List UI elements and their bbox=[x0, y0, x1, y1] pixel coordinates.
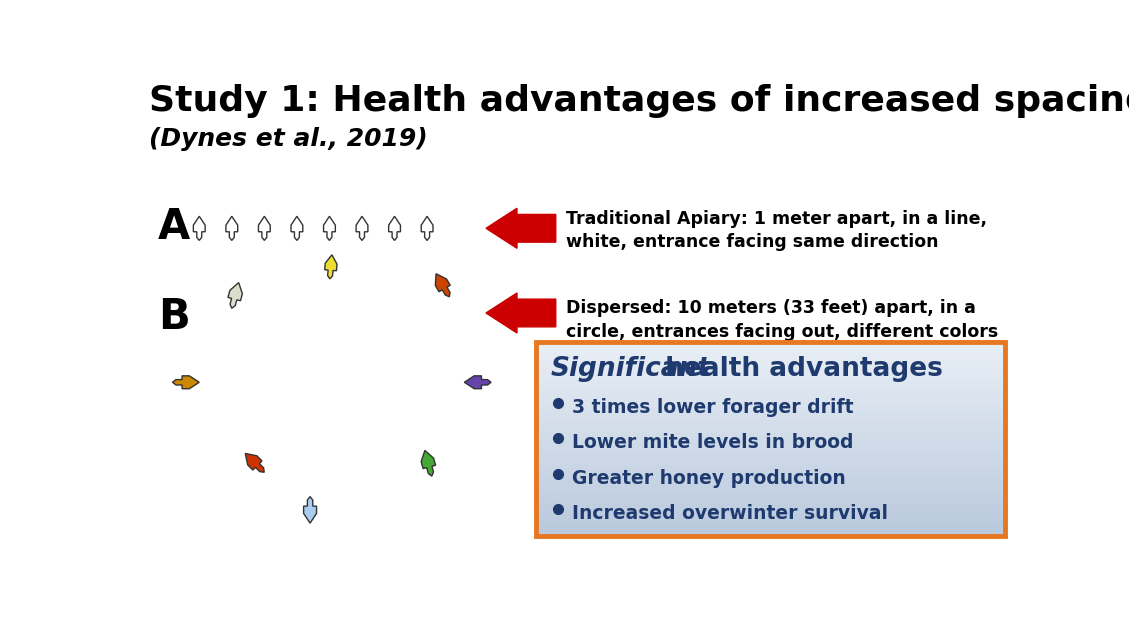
Text: Significant: Significant bbox=[550, 356, 710, 382]
Bar bbox=[536, 433, 1005, 436]
Bar bbox=[536, 384, 1005, 388]
Text: Dispersed: 10 meters (33 feet) apart, in a
circle, entrances facing out, differe: Dispersed: 10 meters (33 feet) apart, in… bbox=[566, 299, 998, 340]
Bar bbox=[536, 410, 1005, 413]
Polygon shape bbox=[245, 454, 264, 472]
Bar bbox=[536, 443, 1005, 446]
Text: Greater honey production: Greater honey production bbox=[572, 469, 846, 488]
Bar bbox=[536, 420, 1005, 423]
Text: 3 times lower forager drift: 3 times lower forager drift bbox=[572, 397, 854, 417]
Bar bbox=[536, 494, 1005, 498]
Text: B: B bbox=[158, 296, 190, 338]
Bar bbox=[536, 511, 1005, 514]
Bar bbox=[536, 446, 1005, 449]
Polygon shape bbox=[356, 216, 368, 240]
Bar bbox=[536, 449, 1005, 452]
Bar bbox=[536, 413, 1005, 417]
Bar bbox=[536, 514, 1005, 517]
Bar bbox=[536, 342, 1005, 346]
Bar bbox=[536, 391, 1005, 394]
Text: (Dynes et al., 2019): (Dynes et al., 2019) bbox=[149, 127, 428, 150]
Polygon shape bbox=[325, 255, 336, 279]
Bar bbox=[536, 530, 1005, 534]
Polygon shape bbox=[228, 283, 243, 308]
Bar bbox=[536, 456, 1005, 459]
Bar bbox=[536, 426, 1005, 430]
Polygon shape bbox=[324, 216, 335, 240]
Polygon shape bbox=[259, 216, 270, 240]
Bar bbox=[536, 452, 1005, 456]
Bar bbox=[536, 378, 1005, 381]
Bar bbox=[536, 482, 1005, 485]
Bar bbox=[536, 491, 1005, 495]
Bar bbox=[536, 478, 1005, 482]
Bar bbox=[536, 345, 1005, 349]
Bar bbox=[536, 355, 1005, 359]
Bar bbox=[536, 352, 1005, 355]
Bar bbox=[536, 465, 1005, 469]
Bar bbox=[536, 430, 1005, 433]
Polygon shape bbox=[173, 376, 199, 389]
Bar bbox=[536, 517, 1005, 521]
Bar bbox=[536, 374, 1005, 378]
Text: health advantages: health advantages bbox=[656, 356, 944, 382]
Bar bbox=[536, 469, 1005, 472]
Bar bbox=[536, 348, 1005, 352]
Bar bbox=[536, 400, 1005, 404]
Bar bbox=[536, 501, 1005, 504]
Polygon shape bbox=[291, 216, 303, 240]
Text: Increased overwinter survival: Increased overwinter survival bbox=[572, 504, 889, 523]
Bar bbox=[536, 523, 1005, 527]
Text: Lower mite levels in brood: Lower mite levels in brood bbox=[572, 433, 854, 452]
Bar bbox=[536, 407, 1005, 410]
Bar bbox=[536, 342, 1005, 536]
Bar bbox=[536, 358, 1005, 362]
Polygon shape bbox=[464, 376, 491, 389]
Bar bbox=[536, 365, 1005, 368]
Polygon shape bbox=[421, 451, 436, 476]
Bar bbox=[536, 520, 1005, 524]
Polygon shape bbox=[304, 496, 316, 523]
Bar bbox=[536, 472, 1005, 475]
Polygon shape bbox=[436, 274, 450, 297]
Bar bbox=[536, 462, 1005, 465]
Text: A: A bbox=[158, 206, 191, 248]
Text: Traditional Apiary: 1 meter apart, in a line,
white, entrance facing same direct: Traditional Apiary: 1 meter apart, in a … bbox=[566, 210, 987, 251]
Bar bbox=[536, 475, 1005, 478]
Bar bbox=[536, 507, 1005, 511]
Bar bbox=[536, 527, 1005, 530]
FancyArrow shape bbox=[485, 293, 555, 333]
Bar bbox=[536, 423, 1005, 426]
Bar bbox=[536, 488, 1005, 491]
Bar bbox=[536, 394, 1005, 397]
Bar bbox=[536, 498, 1005, 501]
Polygon shape bbox=[421, 216, 434, 240]
Bar bbox=[536, 417, 1005, 420]
Polygon shape bbox=[226, 216, 238, 240]
Bar bbox=[536, 361, 1005, 365]
Bar bbox=[536, 533, 1005, 537]
Bar bbox=[536, 381, 1005, 384]
Bar bbox=[536, 387, 1005, 391]
Polygon shape bbox=[193, 216, 205, 240]
Bar bbox=[536, 371, 1005, 375]
Bar bbox=[536, 397, 1005, 401]
Bar bbox=[536, 436, 1005, 439]
Bar bbox=[536, 439, 1005, 443]
Bar bbox=[536, 459, 1005, 462]
Bar bbox=[536, 404, 1005, 407]
Bar bbox=[536, 504, 1005, 508]
Text: Study 1: Health advantages of increased spacing: Study 1: Health advantages of increased … bbox=[149, 84, 1129, 118]
Bar bbox=[536, 485, 1005, 488]
Bar bbox=[536, 368, 1005, 372]
FancyArrow shape bbox=[485, 208, 555, 248]
Polygon shape bbox=[388, 216, 401, 240]
